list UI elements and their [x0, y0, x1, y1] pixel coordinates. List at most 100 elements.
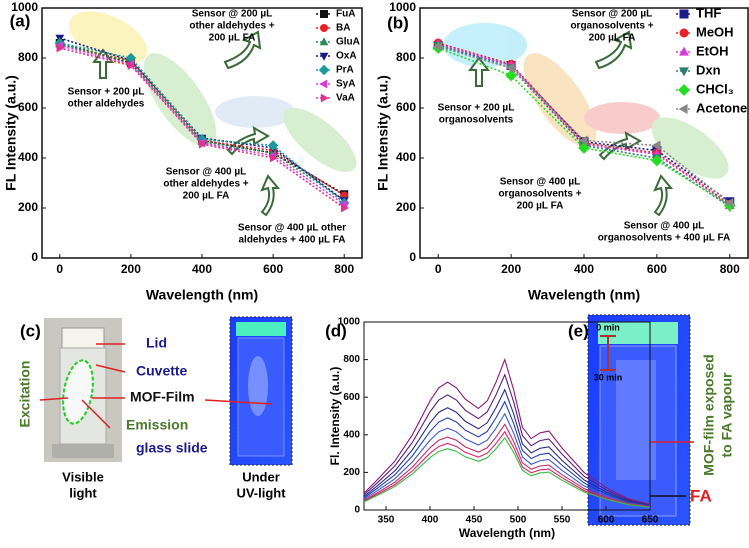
x-tick-label: 0 [435, 262, 442, 276]
photo-uv [229, 316, 293, 466]
annotation: other aldehydes + [163, 179, 248, 190]
y-tick-label: 800 [396, 50, 416, 64]
legend-label: BA [336, 23, 350, 34]
annotation: organosolvents + [570, 21, 653, 32]
panel-label: (a) [10, 11, 31, 30]
x-tick-label: 550 [554, 515, 571, 526]
arrow [226, 126, 271, 156]
legend-label: Dxn [696, 62, 721, 77]
x-tick-label: 600 [263, 262, 283, 276]
photo-label: to FA vapour [719, 372, 735, 458]
annotation: Sensor + 200 µL [68, 87, 145, 98]
legend-label: EtOH [696, 43, 729, 58]
x-tick-label: 650 [642, 515, 659, 526]
annotation: other aldehydes + [189, 21, 274, 32]
marker [505, 69, 517, 82]
legend-label: THF [696, 5, 721, 20]
x-axis-title: Wavelength (nm) [528, 287, 640, 303]
photo-caption: UV-light [236, 485, 286, 500]
marker [319, 79, 328, 89]
marker [267, 140, 279, 151]
x-tick-label: 400 [192, 262, 212, 276]
annotation: other aldehydes [68, 99, 145, 110]
series-line [363, 436, 651, 508]
panel-label: (c) [20, 321, 41, 340]
y-tick-label: 800 [343, 354, 360, 365]
y-tick-label: 400 [343, 429, 360, 440]
marker [320, 24, 328, 32]
annotation: organosolvents + [498, 189, 581, 200]
marker [320, 93, 329, 103]
marker [319, 52, 329, 61]
marker [320, 10, 328, 18]
photo-label: Cuvette [136, 363, 188, 379]
highlight [651, 117, 729, 179]
y-tick-label: 400 [396, 150, 416, 164]
x-axis-title: Wavelength (nm) [459, 526, 555, 540]
panel-label: (b) [387, 13, 409, 32]
legend-label: CHCl₃ [696, 81, 734, 96]
y-tick-label: 1000 [338, 317, 361, 328]
series-line [363, 388, 651, 507]
x-tick-label: 800 [334, 262, 354, 276]
highlight [283, 107, 357, 173]
highlight [443, 23, 527, 67]
pointer [95, 364, 126, 373]
y-tick-label: 0 [409, 250, 416, 264]
series-line [363, 412, 651, 507]
photo-caption: light [69, 485, 97, 500]
legend-label: VaA [336, 93, 355, 104]
marker [679, 67, 689, 77]
marker [679, 9, 689, 19]
legend-label: GluA [336, 37, 360, 48]
highlight [143, 53, 217, 147]
marker [125, 52, 137, 64]
annotation: Sensor + 200 µL [438, 103, 515, 114]
y-tick-label: 200 [18, 200, 38, 214]
annotation: Sensor @ 200 µL [572, 9, 653, 20]
arrow [653, 174, 674, 217]
marker [578, 135, 588, 146]
arrows [92, 30, 674, 217]
cuvette-lid [61, 327, 105, 349]
annotation: 0 min [596, 322, 620, 332]
panel-label: (e) [568, 321, 589, 340]
series-line [363, 373, 651, 506]
arrow [260, 174, 281, 217]
annotation: Sensor @ 400 µL [624, 221, 705, 232]
series-line [437, 44, 731, 208]
y-tick-label: 0 [31, 250, 38, 264]
arrow [594, 30, 633, 70]
annotation: Sensor @ 400 µL [166, 167, 247, 178]
mof-film [62, 359, 94, 425]
photo-label: Emission [126, 417, 188, 433]
marker [318, 64, 330, 76]
photo-label: MOF-Film [130, 389, 195, 405]
annotation: 200 µL FA [209, 33, 256, 44]
photo-label: glass slide [136, 440, 208, 456]
photo-label: Lid [146, 335, 167, 351]
y-tick-label: 600 [18, 100, 38, 114]
legend-label: SyA [336, 79, 355, 90]
x-tick-label: 350 [378, 515, 395, 526]
marker [269, 153, 278, 163]
annotation: Sensor @ 400 µL other [238, 223, 346, 234]
legend-label: MeOH [696, 24, 734, 39]
series-line [363, 430, 651, 508]
photo-label: Excitation [17, 361, 33, 428]
marker [505, 63, 515, 73]
x-tick-label: 800 [720, 262, 740, 276]
annotation: 200 µL FA [589, 33, 636, 44]
x-axis-title: Wavelength (nm) [146, 287, 258, 303]
legend-label: PrA [336, 65, 354, 76]
cuvette-lid [598, 322, 678, 344]
annotation: organosolvents + 400 µL FA [598, 233, 731, 244]
photo-label: MOF-film exposed [701, 354, 717, 475]
marker [432, 41, 442, 52]
y-tick-label: 0 [354, 505, 360, 516]
annotation: aldehydes + 400 µL FA [238, 235, 345, 246]
photo-e [587, 314, 691, 526]
highlight [68, 11, 148, 65]
arrow [223, 30, 262, 70]
